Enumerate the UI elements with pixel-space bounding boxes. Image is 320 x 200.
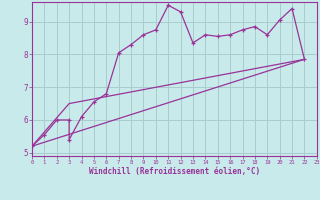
X-axis label: Windchill (Refroidissement éolien,°C): Windchill (Refroidissement éolien,°C) [89, 167, 260, 176]
